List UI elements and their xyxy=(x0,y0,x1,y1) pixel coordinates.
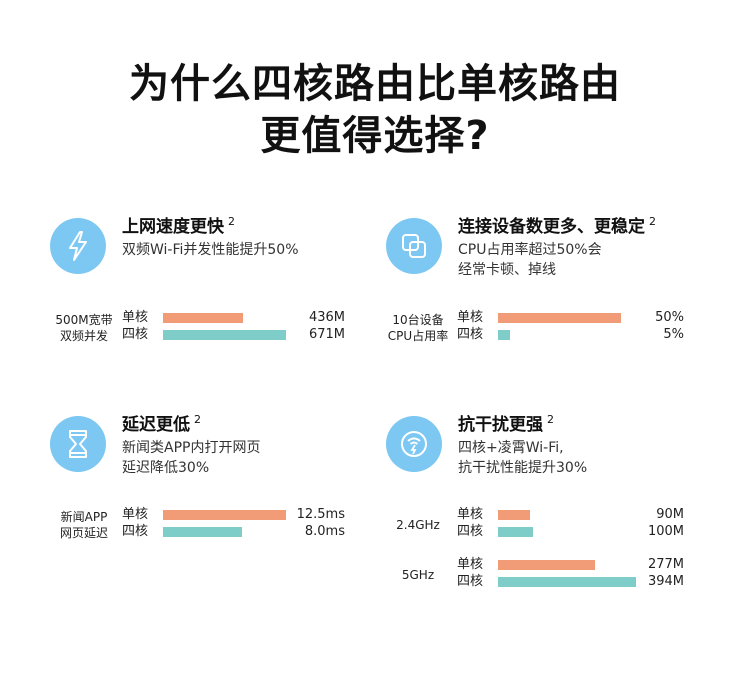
feature-description: 双频Wi-Fi并发性能提升50% xyxy=(122,242,299,258)
feature-description: 四核+凌霄Wi-Fi, 抗干扰性能提升30% xyxy=(458,440,588,476)
page-title: 为什么四核路由比单核路由 更值得选择? xyxy=(0,58,750,162)
value-single-core: 12.5ms xyxy=(296,507,345,522)
signal-shield-icon xyxy=(386,416,442,472)
lightning-icon xyxy=(50,218,106,274)
value-quad-core: 394M xyxy=(647,574,684,589)
series-label-single: 单核 xyxy=(457,507,484,522)
bar-single-core xyxy=(163,313,243,323)
bar-single-core xyxy=(498,313,621,323)
series-label-quad: 四核 xyxy=(122,524,149,539)
category-label: 500M宽带 双频并发 xyxy=(55,313,113,343)
bar-quad-core xyxy=(498,527,533,537)
series-label-quad: 四核 xyxy=(457,574,484,589)
bar-single-core xyxy=(498,510,530,520)
series-label-quad: 四核 xyxy=(457,327,484,342)
hourglass-icon xyxy=(50,416,106,472)
value-single-core: 50% xyxy=(655,310,684,325)
feature-title: 上网速度更快 2 xyxy=(122,215,235,237)
value-single-core: 90M xyxy=(656,507,684,522)
bar-quad-core xyxy=(498,330,510,340)
value-single-core: 436M xyxy=(308,310,345,325)
series-label-single: 单核 xyxy=(122,310,149,325)
value-quad-core: 671M xyxy=(308,327,345,342)
series-label-quad: 四核 xyxy=(122,327,149,342)
bar-quad-core xyxy=(498,577,636,587)
bar-single-core xyxy=(498,560,595,570)
feature-title: 连接设备数更多、更稳定 2 xyxy=(458,215,656,237)
category-label: 新闻APP 网页延迟 xyxy=(59,510,108,540)
feature-title: 延迟更低 2 xyxy=(122,413,201,435)
category-label: 2.4GHz xyxy=(396,518,440,532)
value-quad-core: 100M xyxy=(647,524,684,539)
title-line-1: 为什么四核路由比单核路由 xyxy=(129,61,621,107)
bar-quad-core xyxy=(163,527,242,537)
series-label-single: 单核 xyxy=(122,507,149,522)
value-single-core: 277M xyxy=(647,557,684,572)
value-quad-core: 5% xyxy=(663,327,684,342)
series-label-single: 单核 xyxy=(457,310,484,325)
feature-description: CPU占用率超过50%会 经常卡顿、掉线 xyxy=(458,242,602,278)
bar-quad-core xyxy=(163,330,286,340)
category-label: 10台设备 CPU占用率 xyxy=(387,313,449,343)
feature-title: 抗干扰更强 2 xyxy=(458,413,554,435)
title-line-2: 更值得选择? xyxy=(260,113,490,159)
stacked-squares-icon xyxy=(386,218,442,274)
category-label: 5GHz xyxy=(401,568,435,582)
feature-description: 新闻类APP内打开网页 延迟降低30% xyxy=(122,440,261,476)
series-label-single: 单核 xyxy=(457,557,484,572)
value-quad-core: 8.0ms xyxy=(304,524,345,539)
bar-single-core xyxy=(163,510,286,520)
series-label-quad: 四核 xyxy=(457,524,484,539)
